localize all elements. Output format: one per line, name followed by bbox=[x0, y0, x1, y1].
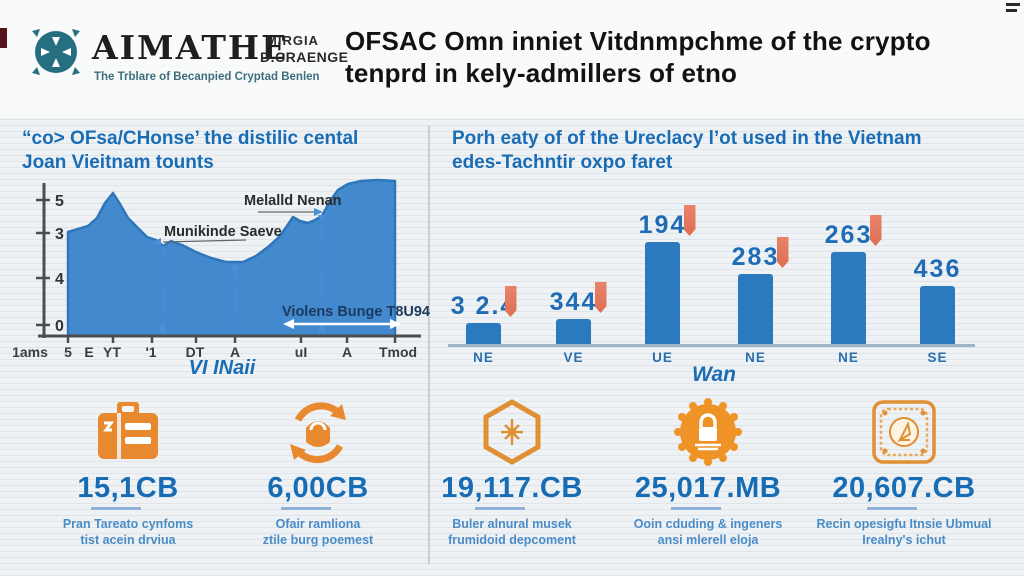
stat-value: 15,1CB bbox=[77, 472, 179, 504]
stat-value: 6,00CB bbox=[267, 472, 369, 504]
bar-value-label: 283 bbox=[731, 243, 780, 271]
bar bbox=[556, 319, 591, 344]
briefcase-icon bbox=[28, 398, 228, 466]
stat-caption: ansi mlerell eloja bbox=[657, 532, 759, 547]
bar-category-label: SE bbox=[927, 350, 948, 365]
bar-value-label: 3 2.4 bbox=[450, 292, 517, 320]
svg-text:E: E bbox=[84, 344, 93, 360]
bar bbox=[738, 274, 773, 344]
bar bbox=[831, 252, 866, 344]
svg-text:Violens Bunge T8U94: Violens Bunge T8U94 bbox=[282, 304, 430, 320]
svg-text:VI INaii: VI INaii bbox=[189, 357, 256, 379]
svg-text:0: 0 bbox=[55, 318, 64, 335]
brand-logo-icon bbox=[28, 24, 84, 80]
svg-text:YT: YT bbox=[103, 344, 121, 360]
stat-caption: tist acein drviua bbox=[80, 532, 176, 547]
svg-text:5: 5 bbox=[64, 344, 72, 360]
bar bbox=[466, 323, 501, 344]
svg-text:3: 3 bbox=[55, 226, 64, 243]
header-band bbox=[0, 0, 1024, 118]
bar-category-label: VE bbox=[563, 350, 584, 365]
stat-underline bbox=[91, 507, 141, 510]
bar-category-label: UE bbox=[652, 350, 673, 365]
seal-icon bbox=[804, 398, 1004, 466]
stat-block: 15,1CB Pran Tareato cynfoms tist acein d… bbox=[28, 398, 228, 548]
main-title-line1: OFSAC Omn inniet Vitdnmpchme of the cryp… bbox=[345, 26, 931, 56]
main-title-line2: tenprd in kely-admillers of etno bbox=[345, 58, 738, 88]
vertical-divider bbox=[428, 126, 430, 564]
ribbon-badge-icon bbox=[869, 215, 882, 246]
stat-block: 20,607.CB Recin opesigfu Itnsie Ubmual I… bbox=[804, 398, 1004, 548]
svg-text:A: A bbox=[230, 344, 240, 360]
stat-caption: Ooin cduding & ingeners bbox=[633, 516, 783, 531]
bar-value-label: 436 bbox=[913, 255, 962, 283]
brand-subname-top: MIRGIA bbox=[266, 33, 319, 48]
stat-caption: Pran Tareato cynfoms bbox=[62, 516, 194, 531]
stat-underline bbox=[671, 507, 721, 510]
svg-text:1ams: 1ams bbox=[12, 344, 48, 360]
left-chart-title-line1: “co> OFsa/CHonse’ the distilic cental bbox=[22, 128, 359, 149]
hexagon-badge-icon bbox=[412, 398, 612, 466]
stat-underline bbox=[475, 507, 525, 510]
bar-category-label: NE bbox=[838, 350, 859, 365]
bar-category-label: NE bbox=[745, 350, 766, 365]
ribbon-badge-icon bbox=[594, 282, 607, 313]
bar bbox=[920, 286, 955, 344]
svg-text:A: A bbox=[342, 344, 352, 360]
stat-caption: Ofair ramliona bbox=[275, 516, 361, 531]
stat-caption: frumidoid depcoment bbox=[448, 532, 576, 547]
stat-value: 19,117.CB bbox=[441, 472, 583, 504]
ribbon-badge-icon bbox=[776, 237, 789, 268]
bar-chart: Wan 3 2.4 NE 344 VE 194 UE 283 NE 263 NE 436 SE bbox=[440, 183, 985, 395]
stat-caption: ztile burg poemest bbox=[262, 532, 374, 547]
svg-text:Munikinde Saeve: Munikinde Saeve bbox=[164, 224, 282, 240]
sync-arrows-icon bbox=[218, 398, 418, 466]
stat-block: 25,017.MB Ooin cduding & ingeners ansi m… bbox=[608, 398, 808, 548]
bar-chart-xlabel: Wan bbox=[692, 363, 736, 386]
bar-value-label: 194 bbox=[638, 211, 687, 239]
bar-value-label: 344 bbox=[549, 288, 598, 316]
stat-value: 20,607.CB bbox=[832, 472, 976, 504]
svg-text:'1: '1 bbox=[145, 344, 156, 360]
brand-tagline: The Trblare of Becanpied Cryptad Benlen bbox=[94, 71, 320, 83]
left-chart-title-line2: Joan Vieitnam tounts bbox=[22, 152, 214, 173]
brand-subname-bottom: D.CRAENGE bbox=[260, 49, 349, 65]
svg-text:Tmod: Tmod bbox=[379, 344, 417, 360]
brand-name: AIMATHE bbox=[92, 28, 289, 67]
svg-text:DT: DT bbox=[186, 344, 205, 360]
svg-text:uI: uI bbox=[295, 344, 307, 360]
right-chart-title-line2: edes-Tachntir oxpo faret bbox=[452, 152, 673, 173]
stat-caption: Buler alnural musek bbox=[452, 516, 572, 531]
svg-text:5: 5 bbox=[55, 193, 64, 210]
lock-badge-icon bbox=[608, 398, 808, 466]
bar bbox=[645, 242, 680, 344]
corner-artifact-mark bbox=[1006, 3, 1020, 6]
stat-block: 19,117.CB Buler alnural musek frumidoid … bbox=[412, 398, 612, 548]
svg-text:4: 4 bbox=[55, 271, 64, 288]
stat-value: 25,017.MB bbox=[634, 472, 782, 504]
svg-text:Melalld Nenan: Melalld Nenan bbox=[244, 193, 342, 209]
stat-underline bbox=[867, 507, 917, 510]
bar-chart-axis bbox=[448, 344, 975, 347]
bar-category-label: NE bbox=[473, 350, 494, 365]
bar-value-label: 263 bbox=[824, 221, 873, 249]
stat-caption: Irealny's ichut bbox=[862, 532, 946, 547]
corner-artifact-mark bbox=[1006, 9, 1017, 12]
stat-block: 6,00CB Ofair ramliona ztile burg poemest bbox=[218, 398, 418, 548]
stat-underline bbox=[281, 507, 331, 510]
ribbon-badge-icon bbox=[683, 205, 696, 236]
right-chart-title-line1: Porh eaty of of the Ureclacy l’ot used i… bbox=[452, 128, 922, 149]
edge-accent-mark bbox=[0, 28, 7, 48]
stat-caption: Recin opesigfu Itnsie Ubmual bbox=[816, 516, 992, 531]
ribbon-badge-icon bbox=[504, 286, 517, 317]
